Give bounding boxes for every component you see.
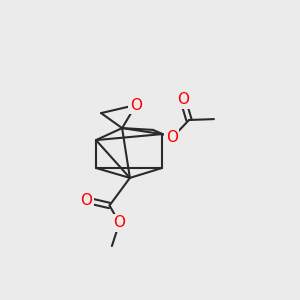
Text: O: O	[130, 98, 142, 112]
Text: O: O	[177, 92, 189, 107]
Text: O: O	[166, 130, 178, 146]
Text: O: O	[113, 215, 125, 230]
Text: O: O	[80, 193, 92, 208]
